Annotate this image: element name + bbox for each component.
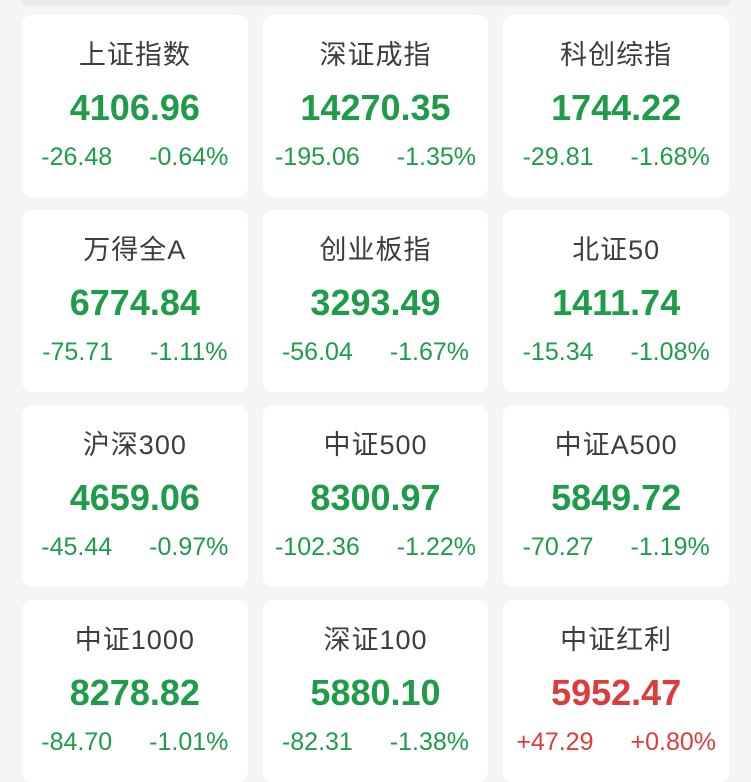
index-value: 8300.97 bbox=[310, 477, 441, 518]
index-change-percent: -1.35% bbox=[396, 143, 476, 171]
index-change-row: -29.81 -1.68% bbox=[523, 145, 710, 170]
index-card-wind-all-a[interactable]: 万得全A 6774.84 -75.71 -1.11% bbox=[22, 210, 248, 392]
index-change-percent: +0.80% bbox=[630, 728, 717, 756]
index-change-percent: -1.08% bbox=[630, 338, 710, 366]
index-name: 中证红利 bbox=[560, 625, 673, 655]
index-value: 1744.22 bbox=[551, 87, 682, 128]
index-change-percent: -0.64% bbox=[149, 143, 229, 171]
index-change-percent: -1.01% bbox=[149, 728, 229, 756]
index-name: 北证50 bbox=[572, 235, 661, 265]
index-card-csi300[interactable]: 沪深300 4659.06 -45.44 -0.97% bbox=[22, 405, 248, 587]
index-change: -84.70 bbox=[41, 728, 113, 756]
index-change: -195.06 bbox=[274, 143, 360, 171]
index-change: -29.81 bbox=[522, 143, 594, 171]
index-change: -15.34 bbox=[522, 338, 594, 366]
index-name: 万得全A bbox=[83, 235, 187, 265]
index-name: 科创综指 bbox=[560, 40, 673, 70]
index-change-row: -15.34 -1.08% bbox=[523, 340, 710, 365]
index-name: 创业板指 bbox=[319, 235, 432, 265]
index-name: 中证A500 bbox=[554, 430, 678, 460]
index-change-percent: -1.68% bbox=[630, 143, 710, 171]
index-change-row: -45.44 -0.97% bbox=[41, 535, 228, 560]
index-value: 5952.47 bbox=[551, 672, 682, 713]
index-value: 1411.74 bbox=[552, 282, 681, 323]
index-change-row: -70.27 -1.19% bbox=[523, 535, 710, 560]
index-change-percent: -1.38% bbox=[389, 728, 470, 756]
index-change: -75.71 bbox=[42, 338, 114, 366]
index-change: -70.27 bbox=[522, 533, 594, 561]
index-card-star-composite[interactable]: 科创综指 1744.22 -29.81 -1.68% bbox=[503, 15, 729, 197]
index-change-row: +47.29 +0.80% bbox=[516, 730, 716, 755]
index-change-percent: -1.11% bbox=[150, 338, 228, 366]
index-change: -102.36 bbox=[274, 533, 360, 561]
cutoff-element-above bbox=[21, 0, 730, 6]
index-change: -56.04 bbox=[281, 338, 353, 366]
index-card-csi-a500[interactable]: 中证A500 5849.72 -70.27 -1.19% bbox=[503, 405, 729, 587]
index-change-row: -56.04 -1.67% bbox=[282, 340, 469, 365]
index-change: -45.44 bbox=[41, 533, 113, 561]
index-name: 中证1000 bbox=[74, 625, 195, 655]
index-value: 5849.72 bbox=[551, 477, 682, 518]
index-name: 中证500 bbox=[323, 430, 428, 460]
index-card-chinext[interactable]: 创业板指 3293.49 -56.04 -1.67% bbox=[262, 210, 489, 392]
index-change-row: -102.36 -1.22% bbox=[275, 535, 476, 560]
index-value: 5880.10 bbox=[310, 672, 441, 713]
index-card-csi1000[interactable]: 中证1000 8278.82 -84.70 -1.01% bbox=[22, 600, 248, 782]
index-change-row: -195.06 -1.35% bbox=[275, 145, 476, 170]
index-change-row: -26.48 -0.64% bbox=[41, 145, 228, 170]
index-card-bse50[interactable]: 北证50 1411.74 -15.34 -1.08% bbox=[503, 210, 729, 392]
index-value: 3293.49 bbox=[310, 282, 441, 323]
index-card-szse-component[interactable]: 深证成指 14270.35 -195.06 -1.35% bbox=[262, 15, 489, 197]
index-change: +47.29 bbox=[516, 728, 594, 756]
index-change: -26.48 bbox=[41, 143, 113, 171]
index-change-row: -75.71 -1.11% bbox=[42, 340, 227, 365]
index-name: 上证指数 bbox=[78, 40, 191, 70]
index-name: 深证100 bbox=[323, 625, 428, 655]
index-value: 8278.82 bbox=[69, 672, 200, 713]
index-card-csi500[interactable]: 中证500 8300.97 -102.36 -1.22% bbox=[262, 405, 489, 587]
index-card-szse100[interactable]: 深证100 5880.10 -82.31 -1.38% bbox=[262, 600, 489, 782]
index-value: 6774.84 bbox=[69, 282, 200, 323]
index-change-percent: -0.97% bbox=[149, 533, 229, 561]
index-change-percent: -1.19% bbox=[630, 533, 710, 561]
index-name: 深证成指 bbox=[319, 40, 432, 70]
index-card-shanghai-composite[interactable]: 上证指数 4106.96 -26.48 -0.64% bbox=[22, 15, 248, 197]
index-change-percent: -1.22% bbox=[396, 533, 476, 561]
index-name: 沪深300 bbox=[82, 430, 187, 460]
index-card-csi-dividend[interactable]: 中证红利 5952.47 +47.29 +0.80% bbox=[503, 600, 729, 782]
index-change-percent: -1.67% bbox=[389, 338, 470, 366]
index-value: 4106.96 bbox=[69, 87, 200, 128]
index-card-grid: 上证指数 4106.96 -26.48 -0.64% 深证成指 14270.35… bbox=[22, 15, 729, 782]
index-change: -82.31 bbox=[281, 728, 353, 756]
index-change-row: -82.31 -1.38% bbox=[282, 730, 469, 755]
index-change-row: -84.70 -1.01% bbox=[41, 730, 228, 755]
index-value: 4659.06 bbox=[69, 477, 200, 518]
index-value: 14270.35 bbox=[300, 87, 451, 128]
